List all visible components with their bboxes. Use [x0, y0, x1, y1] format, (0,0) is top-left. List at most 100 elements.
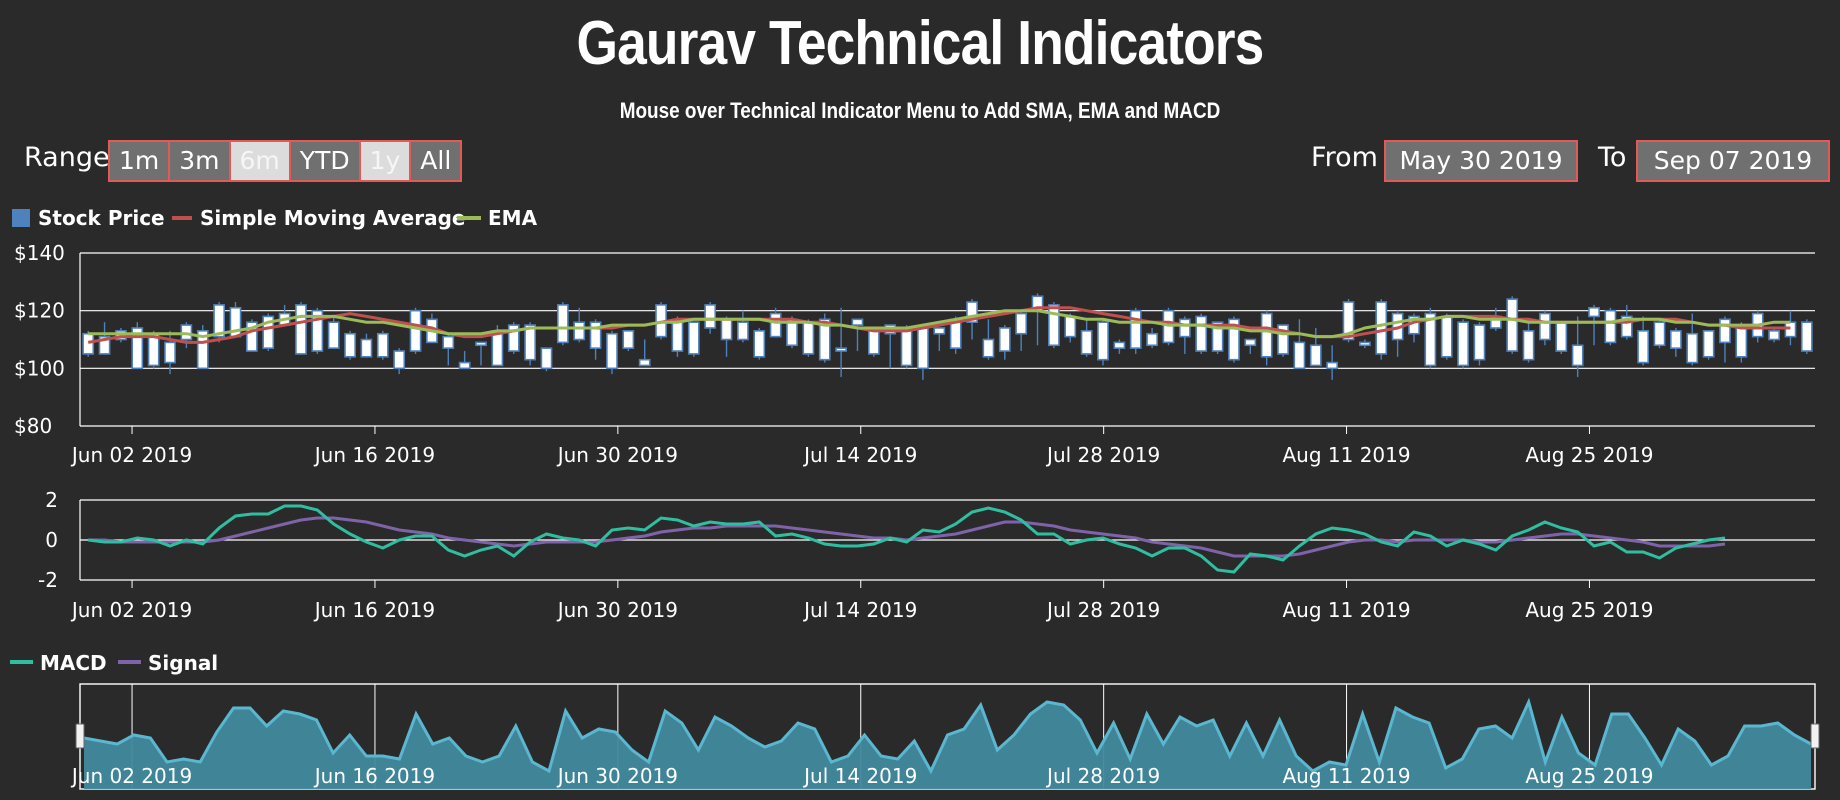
- candlestick: [1113, 339, 1126, 354]
- candle-body: [900, 327, 913, 367]
- candle-body: [966, 301, 978, 323]
- range-button-all[interactable]: All: [411, 142, 461, 180]
- macd-y-tick-label: 0: [45, 528, 58, 552]
- candle-body: [1473, 324, 1486, 361]
- price-y-tick-label: $140: [14, 241, 65, 265]
- candle-body: [802, 321, 815, 355]
- candlestick: [556, 302, 569, 346]
- candle-body: [1064, 315, 1077, 338]
- candlestick: [1506, 296, 1519, 354]
- candle-body: [982, 338, 995, 358]
- candle-body: [458, 361, 471, 370]
- navigator-x-tick-label: Jun 02 2019: [70, 764, 192, 788]
- candle-body: [1768, 330, 1780, 341]
- macd-y-tick-label: -2: [38, 568, 58, 592]
- candle-body: [1359, 341, 1371, 347]
- candlestick: [1539, 310, 1551, 346]
- candlestick: [737, 310, 749, 343]
- range-button-1y[interactable]: 1y: [360, 142, 412, 180]
- candle-body: [1571, 344, 1584, 367]
- range-button-1m[interactable]: 1m: [110, 142, 171, 180]
- price-y-tick-label: $120: [14, 299, 65, 323]
- candle-body: [1440, 315, 1453, 358]
- candlestick: [475, 341, 487, 366]
- candle-body: [1015, 312, 1028, 335]
- candlestick: [1309, 327, 1322, 367]
- candlestick: [1178, 316, 1191, 354]
- candle-body: [1735, 324, 1748, 358]
- candle-body: [1309, 344, 1322, 367]
- candlestick: [1048, 302, 1060, 349]
- candle-body: [1653, 321, 1666, 347]
- to-date-input[interactable]: Sep 07 2019: [1636, 140, 1830, 182]
- candle-body: [1604, 309, 1617, 344]
- candle-body: [589, 321, 602, 349]
- candlestick: [1129, 307, 1142, 354]
- range-button-6m[interactable]: 6m: [230, 142, 291, 180]
- candlestick: [1588, 304, 1600, 346]
- candle-body: [1260, 312, 1273, 358]
- from-label: From: [1311, 142, 1378, 173]
- candlestick: [1457, 319, 1469, 369]
- candle-body: [327, 321, 340, 349]
- candle-body: [491, 330, 504, 367]
- macd-panel[interactable]: -2 0 2 Jun 02 2019 Jun 16 2019 Jun 30 2019 Jul…: [38, 488, 1815, 622]
- candlestick: [311, 307, 324, 354]
- candle-body: [245, 321, 258, 352]
- range-label: Range: [24, 142, 110, 173]
- candlestick: [573, 307, 586, 343]
- candle-body: [917, 327, 929, 370]
- legend-label-signal: Signal: [148, 651, 218, 675]
- candlestick: [131, 322, 144, 370]
- range-button-ytd[interactable]: YTD: [290, 142, 361, 180]
- from-date-input[interactable]: May 30 2019: [1384, 140, 1578, 182]
- candle-body: [998, 327, 1011, 352]
- candle-body: [1277, 324, 1289, 355]
- candle-body: [720, 318, 733, 341]
- candlestick: [1800, 319, 1813, 354]
- candle-body: [1588, 306, 1600, 318]
- price-x-tick-label: Jun 02 2019: [70, 443, 192, 467]
- price-x-tick-label: Jun 30 2019: [556, 443, 678, 467]
- navigator-x-tick-label: Jul 14 2019: [802, 764, 917, 788]
- candlestick: [917, 327, 929, 380]
- navigator-area: [84, 702, 1811, 789]
- chart-subtitle: Mouse over Technical Indicator Menu to A…: [619, 98, 1221, 123]
- candlestick: [720, 316, 733, 357]
- navigator-handle-right[interactable]: [1810, 723, 1820, 749]
- candle-body: [1178, 318, 1191, 338]
- candlestick: [1260, 310, 1273, 366]
- candle-body: [573, 321, 586, 341]
- candle-body: [1719, 318, 1731, 344]
- candle-body: [556, 304, 569, 344]
- candlestick: [982, 319, 995, 360]
- navigator-handle-left[interactable]: [75, 723, 85, 749]
- candle-body: [622, 330, 635, 349]
- navigator-x-tick-label: Jul 28 2019: [1045, 764, 1160, 788]
- candlestick: [458, 351, 471, 370]
- candlestick: [262, 313, 275, 352]
- macd-x-tick-label: Jul 14 2019: [802, 598, 917, 622]
- price-panel[interactable]: $80 $100 $120 $140 Jun 02 2019 Jun 16 2019 Jun…: [14, 241, 1815, 467]
- legend-label-ema: EMA: [488, 206, 538, 230]
- navigator-panel[interactable]: Jun 02 2019 Jun 16 2019 Jun 30 2019 Jul 14 …: [70, 683, 1820, 790]
- range-button-3m[interactable]: 3m: [170, 142, 231, 180]
- candlestick: [1604, 307, 1617, 346]
- candle-body: [82, 332, 95, 355]
- candle-body: [98, 335, 111, 355]
- candlestick: [1146, 327, 1158, 349]
- candle-body: [1686, 332, 1699, 364]
- candlestick: [1195, 313, 1208, 354]
- candle-body: [753, 330, 766, 358]
- candle-body: [1457, 321, 1469, 367]
- candlestick: [393, 348, 406, 375]
- candlestick: [1293, 319, 1306, 370]
- navigator-line: [83, 697, 1812, 775]
- candle-body: [818, 318, 831, 361]
- candle-body: [1424, 312, 1437, 367]
- candlestick: [1424, 307, 1437, 369]
- candlestick: [196, 325, 209, 370]
- candlestick: [1522, 319, 1535, 363]
- candle-body: [507, 324, 520, 352]
